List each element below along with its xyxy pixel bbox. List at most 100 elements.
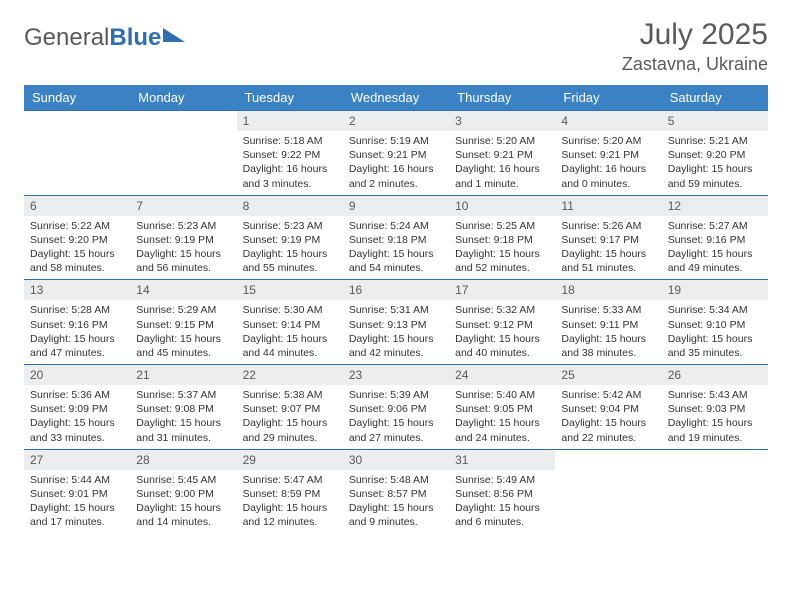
sunrise-text: Sunrise: 5:23 AM [243,219,337,233]
calendar-cell: 27Sunrise: 5:44 AMSunset: 9:01 PMDayligh… [24,449,130,533]
sunrise-text: Sunrise: 5:29 AM [136,303,230,317]
sunset-text: Sunset: 9:21 PM [349,148,443,162]
daylight2-text: and 27 minutes. [349,431,443,445]
daylight1-text: Daylight: 15 hours [349,416,443,430]
daylight2-text: and 49 minutes. [668,261,762,275]
sunrise-text: Sunrise: 5:45 AM [136,473,230,487]
calendar-cell: 16 Sunrise: 5:31 AMSunset: 9:13 PMDayligh… [343,280,449,365]
sunset-text: Sunset: 9:04 PM [561,402,655,416]
calendar-cell [662,449,768,533]
sunset-text: Sunset: 9:16 PM [30,318,124,332]
calendar-cell: 18Sunrise: 5:33 AMSunset: 9:11 PMDayligh… [555,280,661,365]
calendar-cell: 19Sunrise: 5:34 AMSunset: 9:10 PMDayligh… [662,280,768,365]
sunset-text: Sunset: 9:12 PM [455,318,549,332]
calendar-cell [24,111,130,196]
daylight1-text: Daylight: 16 hours [243,162,337,176]
sunrise-text: Sunrise: 5:43 AM [668,388,762,402]
day-number: 7 [130,196,236,216]
sunset-text: Sunset: 9:14 PM [243,318,337,332]
daylight1-text: Daylight: 15 hours [668,416,762,430]
sunset-text: Sunset: 9:18 PM [349,233,443,247]
daylight2-text: and 22 minutes. [561,431,655,445]
calendar-cell: 23Sunrise: 5:39 AMSunset: 9:06 PMDayligh… [343,365,449,450]
sunset-text: Sunset: 9:06 PM [349,402,443,416]
daylight2-text: and 56 minutes. [136,261,230,275]
daylight2-text: and 44 minutes. [243,346,337,360]
calendar-cell: 7Sunrise: 5:23 AMSunset: 9:19 PMDaylight… [130,195,236,280]
daylight1-text: Daylight: 15 hours [243,416,337,430]
daylight2-text: and 2 minutes. [349,177,443,191]
calendar-cell: 11Sunrise: 5:26 AMSunset: 9:17 PMDayligh… [555,195,661,280]
daylight1-text: Daylight: 15 hours [243,247,337,261]
calendar-cell [130,111,236,196]
sunrise-text: Sunrise: 5:25 AM [455,219,549,233]
calendar-cell: 2Sunrise: 5:19 AMSunset: 9:21 PMDaylight… [343,111,449,196]
calendar-cell [555,449,661,533]
day-number: 24 [449,365,555,385]
calendar-cell: 30Sunrise: 5:48 AMSunset: 8:57 PMDayligh… [343,449,449,533]
calendar-cell: 24Sunrise: 5:40 AMSunset: 9:05 PMDayligh… [449,365,555,450]
daylight2-text: and 3 minutes. [243,177,337,191]
sunrise-text: Sunrise: 5:24 AM [349,219,443,233]
sunset-text: Sunset: 9:20 PM [668,148,762,162]
daylight2-text: and 1 minute. [455,177,549,191]
daylight2-text: and 58 minutes. [30,261,124,275]
daylight1-text: Daylight: 15 hours [136,416,230,430]
day-number: 6 [24,196,130,216]
daylight2-text: and 54 minutes. [349,261,443,275]
daylight2-text: and 9 minutes. [349,515,443,529]
sunrise-text: Sunrise: 5:32 AM [455,303,549,317]
daylight1-text: Daylight: 15 hours [455,332,549,346]
daylight1-text: Daylight: 15 hours [455,416,549,430]
sunset-text: Sunset: 9:18 PM [455,233,549,247]
sunrise-text: Sunrise: 5:19 AM [349,134,443,148]
daylight1-text: Daylight: 15 hours [668,247,762,261]
sunset-text: Sunset: 8:59 PM [243,487,337,501]
daylight2-text: and 55 minutes. [243,261,337,275]
day-number: 21 [130,365,236,385]
daylight1-text: Daylight: 15 hours [30,501,124,515]
daylight1-text: Daylight: 15 hours [668,162,762,176]
daylight2-text: and 19 minutes. [668,431,762,445]
sunrise-text: Sunrise: 5:48 AM [349,473,443,487]
daylight2-text: and 52 minutes. [455,261,549,275]
sunrise-text: Sunrise: 5:31 AM [349,303,443,317]
day-number: 22 [237,365,343,385]
sunset-text: Sunset: 8:56 PM [455,487,549,501]
sunset-text: Sunset: 9:00 PM [136,487,230,501]
weekday-header: Tuesday [237,85,343,111]
weekday-header: Sunday [24,85,130,111]
sunrise-text: Sunrise: 5:44 AM [30,473,124,487]
daylight1-text: Daylight: 15 hours [561,332,655,346]
day-number: 18 [555,280,661,300]
day-number: 8 [237,196,343,216]
calendar-table: SundayMondayTuesdayWednesdayThursdayFrid… [24,85,768,533]
daylight1-text: Daylight: 15 hours [349,332,443,346]
sunrise-text: Sunrise: 5:49 AM [455,473,549,487]
sunset-text: Sunset: 9:17 PM [561,233,655,247]
sunset-text: Sunset: 9:16 PM [668,233,762,247]
calendar-cell: 14Sunrise: 5:29 AMSunset: 9:15 PMDayligh… [130,280,236,365]
daylight2-text: and 45 minutes. [136,346,230,360]
day-number: 3 [449,111,555,131]
day-number: 11 [555,196,661,216]
daylight2-text: and 6 minutes. [455,515,549,529]
daylight2-text: and 14 minutes. [136,515,230,529]
weekday-header: Friday [555,85,661,111]
calendar-cell: 9Sunrise: 5:24 AMSunset: 9:18 PMDaylight… [343,195,449,280]
title-block: July 2025 Zastavna, Ukraine [622,18,768,75]
day-number: 5 [662,111,768,131]
sunset-text: Sunset: 9:13 PM [349,318,443,332]
sunrise-text: Sunrise: 5:40 AM [455,388,549,402]
sunset-text: Sunset: 9:08 PM [136,402,230,416]
daylight2-text: and 38 minutes. [561,346,655,360]
daylight1-text: Daylight: 16 hours [455,162,549,176]
sunset-text: Sunset: 9:03 PM [668,402,762,416]
calendar-cell: 28Sunrise: 5:45 AMSunset: 9:00 PMDayligh… [130,449,236,533]
daylight1-text: Daylight: 15 hours [136,247,230,261]
sunrise-text: Sunrise: 5:20 AM [455,134,549,148]
daylight1-text: Daylight: 16 hours [349,162,443,176]
sunrise-text: Sunrise: 5:37 AM [136,388,230,402]
weekday-header: Monday [130,85,236,111]
day-number: 16 [343,280,449,300]
